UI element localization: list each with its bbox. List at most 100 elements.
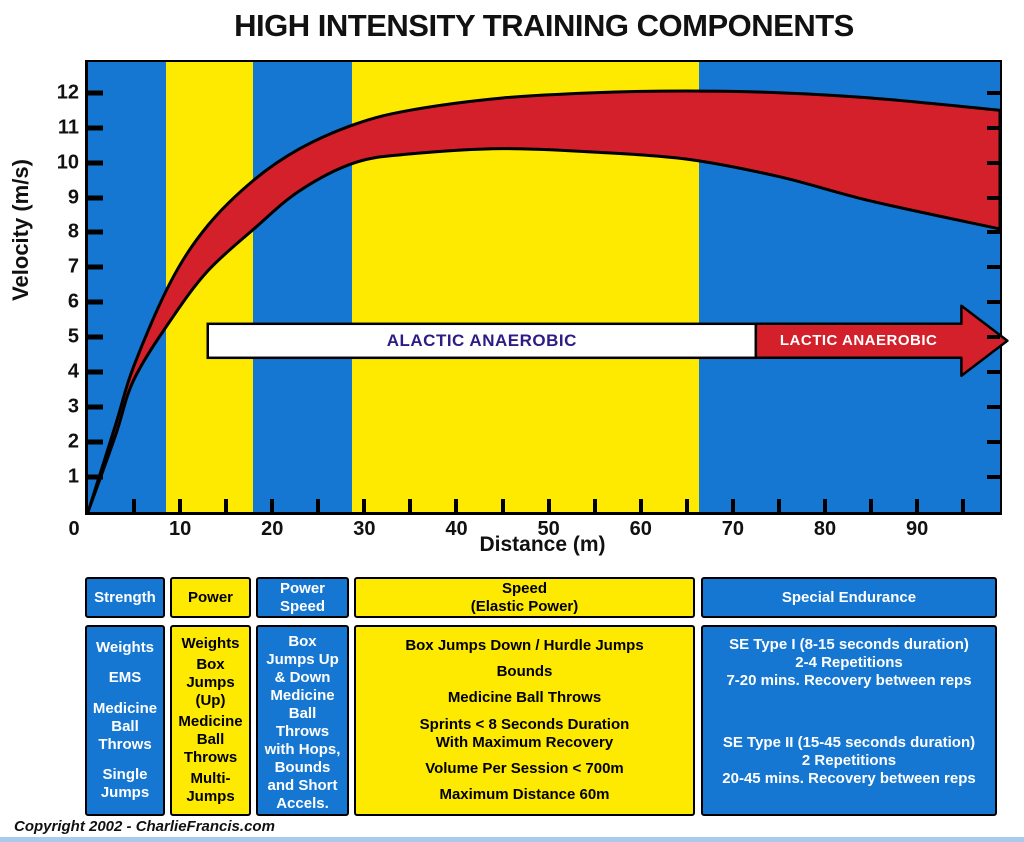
x-tick xyxy=(776,499,781,512)
table-item: EMS xyxy=(108,669,142,687)
y-tick xyxy=(88,264,103,270)
y-tick-right xyxy=(987,230,1000,235)
table-item: Medicine Ball Throws xyxy=(92,699,158,753)
y-tick xyxy=(88,160,103,166)
y-tick xyxy=(88,404,103,410)
table-body-power-speed: Box Jumps Up & Down Medicine Ball Throws … xyxy=(256,625,349,816)
table-item: Maximum Distance 60m xyxy=(439,785,610,803)
x-tick xyxy=(961,499,966,512)
table-item: Bounds xyxy=(496,663,553,681)
lactic-arrow-shape xyxy=(754,304,1009,378)
table-item: Single Jumps xyxy=(100,765,150,801)
y-tick xyxy=(88,369,103,375)
y-tick-label: 9 xyxy=(67,186,79,209)
velocity-envelope-band xyxy=(86,89,1002,514)
x-tick xyxy=(730,499,735,512)
table-item: Multi- Jumps xyxy=(186,770,235,806)
chart-overlay xyxy=(86,89,1009,514)
y-tick-right xyxy=(987,405,1000,410)
x-tick xyxy=(869,499,874,512)
table-item: SE Type I (8-15 seconds duration) 2-4 Re… xyxy=(726,636,972,689)
table-item: Medicine Ball Throws xyxy=(178,713,243,767)
table-body-power: Weights Box Jumps (Up) Medicine Ball Throw… xyxy=(170,625,251,816)
y-tick xyxy=(88,125,103,131)
y-tick-right xyxy=(987,125,1000,130)
x-tick-label: 90 xyxy=(905,518,929,540)
zone-strength xyxy=(88,62,167,512)
y-tick-label: 12 xyxy=(56,81,79,104)
y-tick-right xyxy=(987,90,1000,95)
y-tick-label: 7 xyxy=(67,255,79,278)
y-tick-label: 11 xyxy=(57,116,79,139)
x-tick-label: 80 xyxy=(813,518,837,540)
page-title: HIGH INTENSITY TRAINING COMPONENTS xyxy=(234,8,854,43)
y-tick-right xyxy=(987,300,1000,305)
table-item: Sprints < 8 Seconds Duration With Maximu… xyxy=(419,715,630,751)
x-tick-label: 50 xyxy=(537,518,560,540)
y-tick-right xyxy=(987,440,1000,445)
table-item: Medicine Ball Throws xyxy=(447,689,602,707)
table-item: Box Jumps Down / Hurdle Jumps xyxy=(405,637,644,655)
x-tick xyxy=(270,499,275,512)
y-tick-right xyxy=(987,195,1000,200)
y-tick-right xyxy=(987,160,1000,165)
x-tick xyxy=(178,499,183,512)
y-tick-right xyxy=(987,370,1000,375)
table-item: Weights xyxy=(95,639,155,657)
table-body-special-endurance: SE Type I (8-15 seconds duration) 2-4 Re… xyxy=(701,625,997,816)
x-tick-label: 40 xyxy=(445,518,468,540)
y-tick-label: 1 xyxy=(67,465,79,488)
table-item: SE Type II (15-45 seconds duration) 2 Re… xyxy=(722,734,976,787)
y-tick-right xyxy=(987,265,1000,270)
y-tick xyxy=(88,474,103,480)
x-tick xyxy=(408,499,413,512)
table-header-power: Power xyxy=(170,577,251,618)
y-tick xyxy=(88,334,103,340)
x-tick xyxy=(224,499,229,512)
x-tick-label: 20 xyxy=(261,518,284,540)
x-tick xyxy=(132,499,137,512)
x-tick xyxy=(822,499,827,512)
table-header-power-speed: Power Speed xyxy=(256,577,349,618)
x-tick-label: 0 xyxy=(68,518,80,540)
x-tick xyxy=(638,499,643,512)
y-tick-label: 8 xyxy=(67,220,79,243)
y-tick-label: 2 xyxy=(67,430,79,453)
y-tick-label: 5 xyxy=(67,325,79,348)
x-tick xyxy=(915,499,920,512)
y-tick-label: 10 xyxy=(56,151,79,174)
y-tick-right xyxy=(987,475,1000,480)
footer-strip xyxy=(0,837,1024,842)
y-tick xyxy=(88,90,103,96)
x-axis-title: Distance (m) xyxy=(479,533,606,556)
table-item: Box Jumps (Up) xyxy=(186,655,235,709)
x-tick xyxy=(500,499,505,512)
y-tick xyxy=(88,229,103,235)
table-body-strength: Weights EMS Medicine Ball Throws Single Jum… xyxy=(85,625,165,816)
x-tick xyxy=(316,499,321,512)
table-item: Weights xyxy=(181,634,240,652)
x-tick xyxy=(546,499,551,512)
table-item: Medicine Ball Throws with Hops, Bounds a… xyxy=(264,687,341,812)
y-tick-label: 6 xyxy=(67,290,79,313)
y-tick-right xyxy=(987,335,1000,340)
table-item: Volume Per Session < 700m xyxy=(425,759,624,777)
table-header-strength: Strength xyxy=(85,577,165,618)
y-tick-label: 4 xyxy=(67,360,79,383)
y-tick xyxy=(88,195,103,201)
table-header-speed: Speed (Elastic Power) xyxy=(354,577,695,618)
copyright-text: Copyright 2002 - CharlieFrancis.com xyxy=(14,818,275,835)
table-item: Box Jumps Up & Down xyxy=(266,633,339,686)
x-tick xyxy=(362,499,367,512)
x-tick xyxy=(592,499,597,512)
table-body-speed: Box Jumps Down / Hurdle Jumps Bounds Medic… xyxy=(354,625,695,816)
x-tick-label: 30 xyxy=(353,518,376,540)
lactic-anaerobic-label: LACTIC ANAEROBIC xyxy=(779,332,938,350)
y-tick-label: 3 xyxy=(67,395,79,418)
x-tick-label: 70 xyxy=(721,518,744,540)
x-tick xyxy=(684,499,689,512)
alactic-banner-shape xyxy=(206,322,758,360)
alactic-anaerobic-label: ALACTIC ANAEROBIC xyxy=(386,330,577,350)
x-tick xyxy=(454,499,459,512)
